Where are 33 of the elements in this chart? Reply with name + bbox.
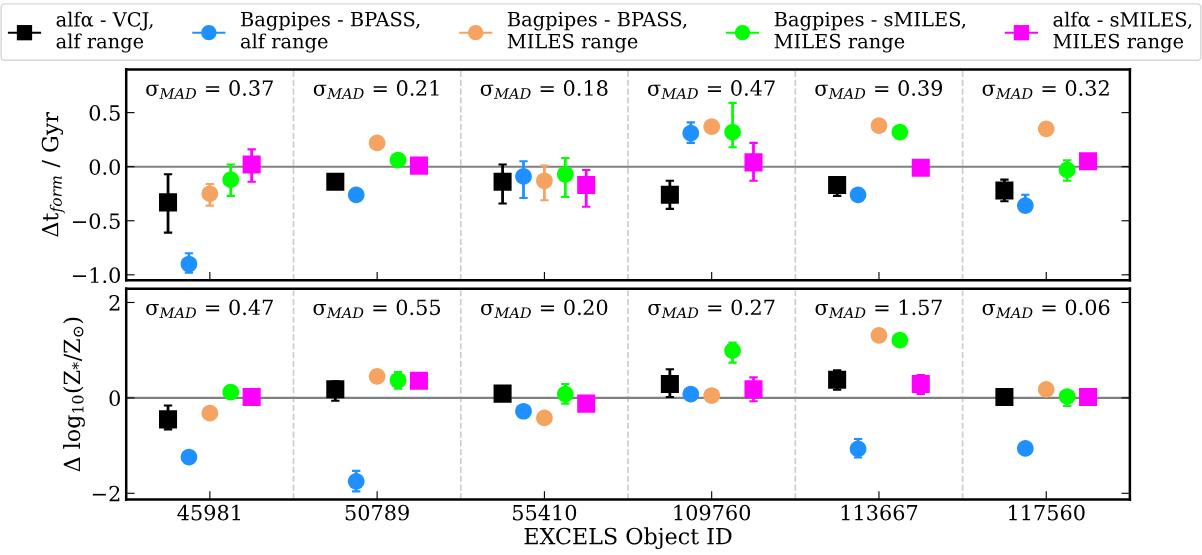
y-tick-label: 2 — [109, 294, 120, 311]
x-axis-title: EXCELS Object ID — [524, 527, 732, 550]
x-tick-label: 113667 — [841, 504, 918, 521]
legend-label: Bagpipes - BPASS, alf range — [240, 11, 420, 53]
legend-label: Bagpipes - sMILES, MILES range — [774, 11, 966, 53]
x-tick-label: 55410 — [513, 504, 577, 521]
x-tick-label: 117560 — [1009, 504, 1085, 521]
y-tick-label: −2 — [92, 485, 120, 502]
annotation: σ$_{MAD}$ = 0.55 — [313, 299, 441, 319]
annotation: σ$_{MAD}$ = 0.39 — [815, 80, 943, 99]
legend-label: alfα - VCJ, alf range — [56, 11, 153, 53]
annotation: σ$_{MAD}$ = 0.18 — [480, 80, 608, 99]
annotation: σ$_{MAD}$ = 0.32 — [982, 80, 1109, 99]
annotation: σ$_{MAD}$ = 0.21 — [313, 80, 439, 99]
y-tick-label: −0.5 — [72, 213, 120, 229]
y-tick-label: 0.5 — [89, 105, 120, 121]
annotation: σ$_{MAD}$ = 0.47 — [146, 299, 273, 319]
annotation: σ$_{MAD}$ = 0.47 — [648, 80, 775, 99]
annotation: σ$_{MAD}$ = 0.20 — [481, 299, 608, 319]
y-tick-label: −1.0 — [72, 267, 120, 284]
legend-label: Bagpipes - BPASS, MILES range — [507, 11, 687, 53]
annotation: σ$_{MAD}$ = 0.27 — [648, 299, 775, 319]
y-tick-label: 0.0 — [89, 159, 120, 175]
y-tick-label: 0 — [109, 390, 120, 407]
annotation: σ$_{MAD}$ = 1.57 — [815, 299, 942, 319]
annotation: σ$_{MAD}$ = 0.37 — [146, 80, 273, 99]
x-tick-label: 45981 — [177, 504, 241, 521]
x-tick-label: 109760 — [674, 504, 751, 521]
x-tick-label: 50789 — [345, 504, 409, 521]
legend-label: alfα - sMILES, MILES range — [1053, 11, 1192, 53]
annotation: σ$_{MAD}$ = 0.06 — [982, 299, 1110, 319]
y-axis-title: Δ log$_{10}$(Z$_{*}$/Z$_{⊙}$) — [63, 317, 85, 472]
y-axis-title: Δt$_{form}$ / Gyr — [41, 112, 65, 237]
